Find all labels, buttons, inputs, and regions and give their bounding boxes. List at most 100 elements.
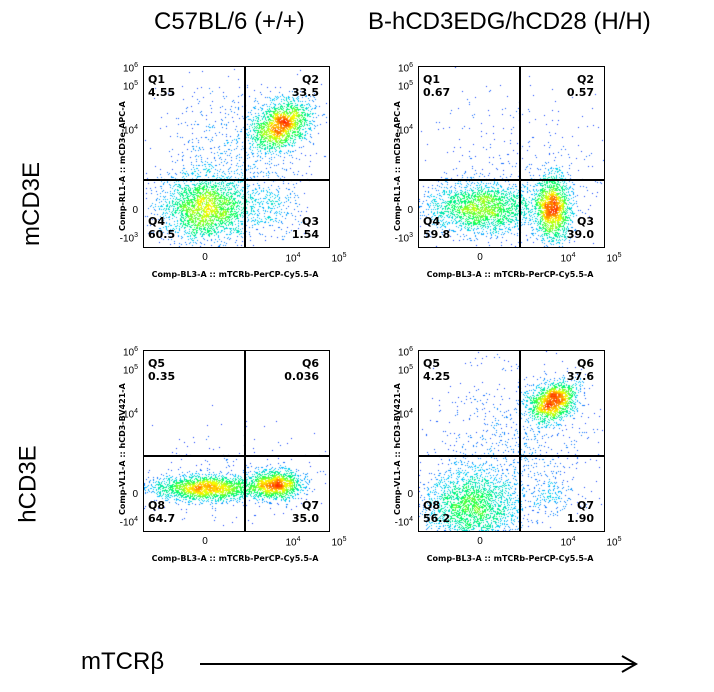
x-axis-caption: mTCRβ	[81, 648, 165, 675]
quadrant-gate-horizontal[interactable]	[419, 178, 604, 181]
y-tick-label: 105	[397, 80, 413, 93]
quadrant-label-q7: Q7 35.0	[292, 499, 319, 525]
quadrant-gate-vertical[interactable]	[518, 67, 521, 247]
quadrant-name: Q4	[423, 215, 441, 228]
quadrant-percent: 64.7	[148, 512, 176, 525]
x-axis-label: Comp-BL3-A :: mTCRb-PerCP-Cy5.5-A	[151, 554, 319, 563]
y-tick-label: 104	[122, 124, 138, 137]
flow-plot-area: Q5 0.35 Q6 0.036 Q7 35.0 Q8 64.7	[143, 350, 330, 532]
quadrant-percent: 0.35	[148, 370, 176, 383]
x-tick-label: 105	[606, 252, 622, 265]
y-tick-label: 104	[122, 408, 138, 421]
quadrant-label-q1: Q1 0.67	[423, 73, 450, 99]
quadrant-label-q2: Q2 33.5	[292, 73, 319, 99]
quadrant-name: Q8	[148, 499, 166, 512]
flow-plot-panel: Q5 0.35 Q6 0.036 Q7 35.0 Q8 64.7 106 105 104 0 -104 0…	[100, 340, 347, 570]
y-tick-label: 105	[122, 364, 138, 377]
quadrant-percent: 0.67	[423, 86, 451, 99]
y-axis-label: Comp-RL1-A :: mCD3e-APC-A	[118, 101, 127, 231]
quadrant-name: Q5	[423, 357, 441, 370]
x-tick-label: 104	[560, 252, 576, 265]
y-tick-label: 0	[407, 489, 413, 500]
y-axis-label: Comp-VL1-A :: hCD3-BV421-A	[393, 383, 402, 515]
x-tick-label: 0	[477, 536, 483, 547]
quadrant-label-q1: Q1 4.55	[148, 73, 175, 99]
quadrant-percent: 0.57	[566, 86, 594, 99]
quadrant-percent: 4.25	[423, 370, 451, 383]
flow-plot-panel: Q1 4.55 Q2 33.5 Q3 1.54 Q4 60.5 106 105 104 0 -103 0 1…	[100, 56, 347, 286]
flow-plot-area: Q5 4.25 Q6 37.6 Q7 1.90 Q8 56.2	[418, 350, 605, 532]
quadrant-label-q3: Q3 1.54	[292, 215, 319, 241]
quadrant-gate-vertical[interactable]	[518, 351, 521, 531]
y-tick-label: 105	[397, 364, 413, 377]
density-dots	[144, 67, 329, 247]
x-tick-label: 104	[285, 536, 301, 549]
column-title-humanized: B-hCD3EDG/hCD28 (H/H)	[368, 8, 651, 35]
quadrant-label-q6: Q6 37.6	[567, 357, 594, 383]
y-tick-label: 106	[122, 62, 138, 75]
quadrant-name: Q6	[576, 357, 594, 370]
quadrant-gate-horizontal[interactable]	[419, 455, 604, 458]
quadrant-percent: 56.2	[423, 512, 451, 525]
y-axis-label: Comp-VL1-A :: hCD3-BV421-A	[118, 383, 127, 515]
quadrant-label-q2: Q2 0.57	[567, 73, 594, 99]
y-tick-label: 0	[132, 205, 138, 216]
x-tick-label: 0	[202, 536, 208, 547]
quadrant-percent: 0.036	[284, 370, 319, 383]
quadrant-name: Q1	[148, 73, 166, 86]
quadrant-name: Q1	[423, 73, 441, 86]
quadrant-name: Q7	[301, 499, 319, 512]
quadrant-name: Q3	[576, 215, 594, 228]
density-dots	[419, 351, 604, 531]
y-tick-label: 104	[397, 124, 413, 137]
quadrant-percent: 1.54	[291, 228, 319, 241]
quadrant-percent: 4.55	[148, 86, 176, 99]
x-tick-label: 104	[285, 252, 301, 265]
quadrant-label-q5: Q5 4.25	[423, 357, 450, 383]
quadrant-name: Q4	[148, 215, 166, 228]
y-tick-label: -104	[119, 516, 138, 529]
quadrant-percent: 60.5	[148, 228, 176, 241]
quadrant-label-q4: Q4 59.8	[423, 215, 450, 241]
x-tick-label: 105	[331, 252, 347, 265]
quadrant-label-q6: Q6 0.036	[284, 357, 319, 383]
quadrant-label-q5: Q5 0.35	[148, 357, 175, 383]
quadrant-percent: 35.0	[291, 512, 319, 525]
x-axis-label: Comp-BL3-A :: mTCRb-PerCP-Cy5.5-A	[426, 554, 594, 563]
y-axis-label: Comp-RL1-A :: mCD3e-APC-A	[393, 101, 402, 231]
quadrant-name: Q6	[301, 357, 319, 370]
quadrant-gate-vertical[interactable]	[243, 351, 246, 531]
x-tick-label: 105	[331, 536, 347, 549]
y-tick-label: -103	[119, 232, 138, 245]
quadrant-percent: 39.0	[566, 228, 594, 241]
x-tick-label: 0	[202, 252, 208, 263]
x-tick-label: 0	[477, 252, 483, 263]
quadrant-name: Q2	[576, 73, 594, 86]
density-dots	[419, 67, 604, 247]
y-tick-label: 106	[397, 62, 413, 75]
y-tick-label: -103	[394, 232, 413, 245]
quadrant-name: Q8	[423, 499, 441, 512]
quadrant-label-q3: Q3 39.0	[567, 215, 594, 241]
arrow-right-icon	[200, 655, 639, 673]
flow-plot-area: Q1 0.67 Q2 0.57 Q3 39.0 Q4 59.8	[418, 66, 605, 248]
y-tick-label: 0	[407, 205, 413, 216]
quadrant-percent: 33.5	[291, 86, 319, 99]
flow-plot-panel: Q5 4.25 Q6 37.6 Q7 1.90 Q8 56.2 106 105 104 0 -104 0 1…	[375, 340, 622, 570]
y-tick-label: 106	[397, 346, 413, 359]
quadrant-label-q4: Q4 60.5	[148, 215, 175, 241]
quadrant-label-q8: Q8 56.2	[423, 499, 450, 525]
quadrant-gate-vertical[interactable]	[243, 67, 246, 247]
x-axis-label: Comp-BL3-A :: mTCRb-PerCP-Cy5.5-A	[151, 270, 319, 279]
quadrant-gate-horizontal[interactable]	[144, 455, 329, 458]
density-dots	[144, 351, 329, 531]
quadrant-percent: 1.90	[566, 512, 594, 525]
flow-plot-area: Q1 4.55 Q2 33.5 Q3 1.54 Q4 60.5	[143, 66, 330, 248]
quadrant-name: Q3	[301, 215, 319, 228]
quadrant-gate-horizontal[interactable]	[144, 178, 329, 181]
flow-plot-panel: Q1 0.67 Q2 0.57 Q3 39.0 Q4 59.8 106 105 104 0 -103 0 1…	[375, 56, 622, 286]
quadrant-name: Q5	[148, 357, 166, 370]
y-tick-label: 104	[397, 408, 413, 421]
y-tick-label: -104	[394, 516, 413, 529]
row-title-mcd3e: mCD3E	[18, 161, 46, 247]
